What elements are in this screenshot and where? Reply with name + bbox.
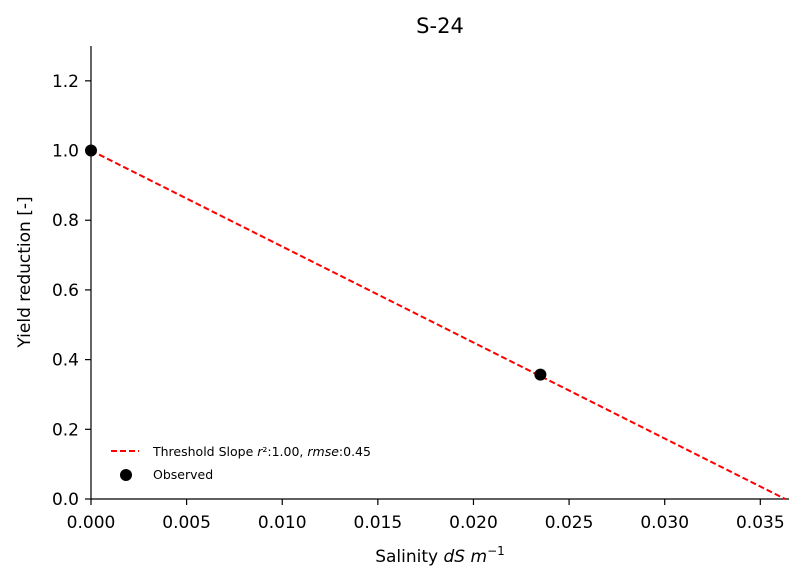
y-tick-label: 0.8 [52,211,79,231]
plot-area [85,144,786,500]
y-tick-label: 1.2 [52,72,79,92]
x-tick-label: 0.005 [162,513,211,533]
legend-label-observed: Observed [153,467,213,482]
y-axis-title: Yield reduction [-] [15,196,35,348]
x-tick-label: 0.025 [545,513,594,533]
x-tick-label: 0.035 [736,513,785,533]
observed-point [534,368,547,381]
chart-title: S-24 [416,14,464,38]
x-tick-label: 0.000 [67,513,116,533]
y-ticks: 0.0 0.2 0.4 0.6 0.8 1.0 1.2 [52,72,91,510]
x-tick-label: 0.020 [449,513,498,533]
series-line-threshold-slope [90,149,786,500]
x-tick-label: 0.015 [354,513,403,533]
x-axis-title: Salinity dS m−1 [375,544,505,567]
y-tick-label: 0.0 [52,490,79,510]
y-tick-label: 1.0 [52,142,79,162]
legend-marker-observed [120,469,132,481]
x-tick-label: 0.030 [640,513,689,533]
x-tick-label: 0.010 [258,513,307,533]
y-tick-label: 0.6 [52,281,79,301]
legend-label-threshold-slope: Threshold Slope r²:1.00, rmse:0.45 [152,444,371,459]
y-tick-label: 0.2 [52,420,79,440]
x-ticks: 0.000 0.005 0.010 0.015 0.020 0.025 0.030 0.035 [67,499,785,533]
legend: Threshold Slope r²:1.00, rmse:0.45 Obser… [111,444,371,482]
observed-point [85,144,97,157]
y-tick-label: 0.4 [52,351,79,371]
